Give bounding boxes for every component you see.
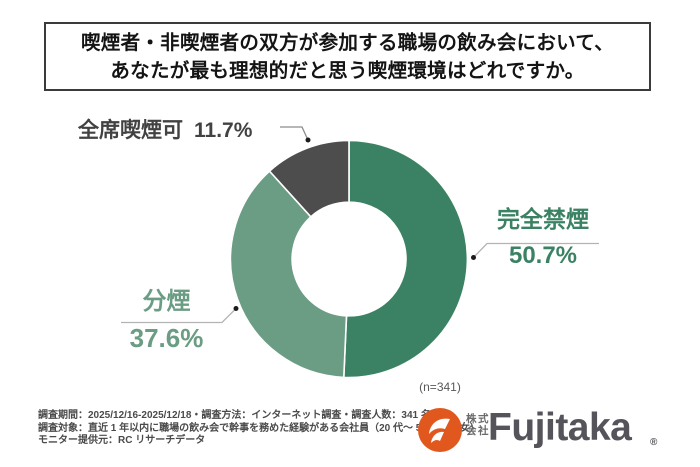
- logo-company-name: Fujitaka: [488, 406, 632, 449]
- donut-segment-kanzen-kinen: [342, 139, 469, 379]
- segment-label-bunen-pct: 37.6%: [129, 323, 204, 353]
- segment-label-kanzen-text: 完全禁煙: [497, 206, 589, 232]
- logo-registered-mark: ®: [650, 437, 658, 448]
- question-title-line2: あなたが最も理想的だと思う喫煙環境はどれですか。: [110, 59, 585, 82]
- segment-label-zenseki-pct: 11.7%: [194, 119, 253, 142]
- survey-note-line2: 調査対象：直近 1 年以内に職場の飲み会で幹事を務めた経験がある会社員（20 代…: [38, 422, 480, 434]
- donut-segment-zenseki-kitsuenka: [268, 139, 350, 218]
- donut-segment-bunen: [229, 170, 348, 379]
- logo-prefix-line1: 株式: [466, 413, 490, 425]
- leader-dot-kanzen: [471, 255, 476, 260]
- segment-label-bunen-text: 分煙: [142, 288, 191, 315]
- leader-line-zenseki: [280, 126, 309, 140]
- segment-label-zenseki-text: 全席喫煙可: [78, 119, 183, 142]
- donut-chart: [229, 139, 469, 379]
- survey-notes: 調査期間：2025/12/16-2025/12/18・調査方法：インターネット調…: [38, 410, 480, 448]
- segment-label-bunen: 分煙 37.6%: [110, 288, 223, 352]
- segment-label-zenseki: 全席喫煙可 11.7%: [78, 114, 252, 144]
- segment-label-kanzen: 完全禁煙 50.7%: [480, 206, 606, 269]
- logo-prefix-line2: 会社: [466, 424, 490, 437]
- question-title-line1: 喫煙者・非喫煙者の双方が参加する職場の飲み会において、: [80, 31, 615, 54]
- fujitaka-logo-icon: [418, 408, 462, 452]
- logo-company-prefix: 株式 会社: [466, 413, 490, 437]
- sample-size-label: (n=341): [419, 380, 461, 394]
- survey-note-line3: モニター提供元：RC リサーチデータ: [38, 435, 206, 446]
- survey-note-line1: 調査期間：2025/12/16-2025/12/18・調査方法：インターネット調…: [38, 410, 431, 421]
- segment-label-kanzen-pct: 50.7%: [508, 242, 578, 269]
- question-title-box: 喫煙者・非喫煙者の双方が参加する職場の飲み会において、 あなたが最も理想的だと思…: [44, 22, 651, 91]
